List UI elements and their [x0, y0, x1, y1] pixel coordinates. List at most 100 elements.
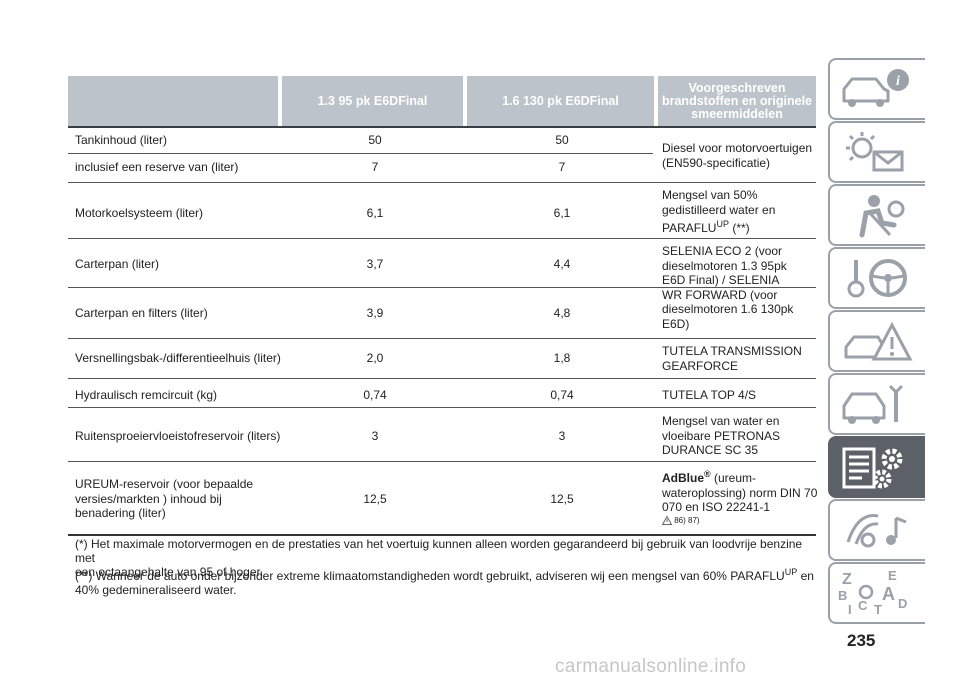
value-1-6-reserve: 7	[558, 160, 566, 174]
header-engine-1-6-label: 1.6 130 pk E6DFinal	[502, 93, 619, 108]
value-1-6-oil-filters: 4,8	[553, 306, 571, 320]
value-1-6-oil-pan: 4,4	[553, 257, 571, 271]
spec-line: Mengsel van water en	[662, 414, 780, 428]
spec-line: DURANCE SC 35	[662, 443, 759, 457]
row-label-urea-line: UREUM-reservoir (voor bepaalde	[75, 477, 254, 491]
footnote-line: (*) Het maximale motorvermogen en de pre…	[75, 537, 803, 565]
sidebar-tab-index[interactable]: Z E B A I C T D	[828, 562, 925, 624]
spec-line: E6D)	[662, 316, 690, 331]
adblue-refs: 86) 87)	[674, 515, 700, 525]
adblue-reg: ®	[704, 469, 711, 479]
spec-line: gedistilleerd water en	[662, 202, 776, 217]
sidebar-tab-maintenance[interactable]	[828, 373, 925, 435]
spec-washer: Mengsel van water en vloeibare PETRONAS …	[662, 414, 817, 458]
index-letter: D	[898, 596, 907, 611]
footnote-2-start: (**) Wanneer de auto onder bijzonder ext…	[75, 569, 785, 583]
row-divider	[68, 153, 653, 154]
row-label-cooling: Motorkoelsysteem (liter)	[75, 206, 204, 220]
header-lubricants: Voorgeschreven brandstoffen en originele…	[658, 76, 816, 126]
warning-hand-icon	[661, 515, 673, 525]
spec-list-gear-icon	[842, 447, 903, 489]
row-label-brake: Hydraulisch remcircuit (kg)	[75, 388, 218, 402]
row-divider	[68, 338, 816, 339]
row-divider	[68, 461, 816, 462]
row-label-oil-filters: Carterpan en filters (liter)	[75, 306, 208, 320]
value-1-3-reserve: 7	[371, 160, 379, 174]
row-label-washer: Ruitensproeiervloeistofreservoir (liters…	[75, 429, 281, 443]
spec-coolant: Mengsel van 50% gedistilleerd water en P…	[662, 188, 817, 236]
spec-line: AdBlue® (ureum-	[662, 467, 820, 486]
row-label-urea: UREUM-reservoir (voor bepaalde versies/m…	[75, 477, 253, 521]
spec-note: (**)	[732, 221, 750, 235]
row-divider	[68, 287, 816, 288]
spec-line: Diesel voor motorvoertuigen	[662, 141, 813, 155]
adblue-name: AdBlue	[662, 471, 704, 485]
sidebar-tab-dashboard[interactable]	[828, 121, 925, 183]
watermark: carmanualsonline.info	[555, 656, 747, 677]
adblue-after: (ureum-	[713, 471, 756, 485]
spec-oil: SELENIA ECO 2 (voor dieselmotoren 1.3 95…	[662, 244, 817, 331]
header-lubricants-line: brandstoffen en originele	[661, 93, 812, 108]
car-wrench-icon	[842, 384, 904, 424]
footnote-2-end: en	[797, 569, 814, 583]
spec-line: E6D Final) / SELENIA	[662, 273, 780, 287]
key-steering-wheel-icon	[847, 259, 907, 298]
dashboard-lights-icon	[846, 132, 904, 172]
spec-line: wateroplossing) norm DIN 70	[662, 485, 818, 500]
footnote-1: (*) Het maximale motorvermogen en de pre…	[75, 537, 820, 579]
header-rule	[68, 126, 816, 128]
value-1-6-urea: 12,5	[550, 492, 574, 506]
row-divider	[68, 378, 816, 379]
row-label-gearbox: Versnellingsbak-/differentieelhuis (lite…	[75, 351, 281, 365]
sidebar-tab-technical-data[interactable]	[828, 436, 925, 498]
footnote-line: een octaangehalte van 95 of hoger.	[75, 565, 264, 579]
index-letter: I	[848, 602, 852, 617]
footnote-2-sup: UP	[784, 567, 798, 577]
row-label-urea-line: versies/markten ) inhoud bij	[75, 491, 222, 506]
spec-gearbox: TUTELA TRANSMISSION GEARFORCE	[662, 344, 817, 373]
spec-line: dieselmotoren 1.3 95pk	[662, 258, 787, 273]
value-1-3-urea: 12,5	[363, 492, 387, 506]
index-letter: E	[888, 568, 897, 583]
value-1-6-washer: 3	[558, 429, 566, 443]
value-1-6-tank: 50	[555, 133, 569, 147]
value-1-3-cooling: 6,1	[366, 206, 384, 220]
index-letter: Z	[842, 571, 852, 588]
footnote-2: (**) Wanneer de auto onder bijzonder ext…	[75, 565, 820, 597]
value-1-3-oil-pan: 3,7	[366, 257, 384, 271]
spec-diesel: Diesel voor motorvoertuigen (EN590-speci…	[662, 141, 817, 170]
row-label-tank: Tankinhoud (liter)	[75, 133, 168, 147]
sidebar-tab-emergency[interactable]	[828, 310, 925, 372]
index-letters-icon: Z E B A I C T D	[838, 568, 907, 617]
page-number: 235	[847, 631, 876, 650]
header-blank	[68, 76, 278, 126]
row-label-urea-line: benadering (liter)	[75, 506, 166, 520]
sidebar-tab-safety[interactable]	[828, 184, 925, 246]
spec-line: Mengsel van 50%	[662, 188, 758, 202]
value-1-3-brake: 0,74	[363, 388, 387, 402]
value-1-3-gearbox: 2,0	[366, 351, 384, 365]
sidebar-tab-starting-driving[interactable]	[828, 247, 925, 309]
multimedia-icon	[846, 514, 907, 548]
header-lubricants-line: Voorgeschreven	[688, 80, 786, 95]
spec-line: SELENIA ECO 2 (voor	[662, 244, 783, 258]
sidebar-tab-multimedia[interactable]	[828, 499, 925, 561]
value-1-3-tank: 50	[368, 133, 382, 147]
index-letter: A	[882, 584, 895, 604]
seat-airbag-icon	[859, 195, 905, 238]
spec-brand-sup: UP	[716, 219, 729, 229]
row-divider	[68, 182, 816, 183]
sidebar-tab-knowing-vehicle[interactable]: i	[828, 58, 925, 120]
index-letter: C	[858, 598, 868, 613]
spec-line: WR FORWARD (voor	[662, 287, 778, 302]
spec-brake: TUTELA TOP 4/S	[662, 388, 757, 402]
value-1-6-gearbox: 1,8	[553, 351, 571, 365]
footnote-line: 40% gedemineraliseerd water.	[75, 583, 237, 597]
spec-line: PARAFLUUP (**)	[662, 217, 817, 236]
index-letter: T	[874, 602, 882, 617]
row-divider	[68, 407, 816, 408]
header-lubricants-line: smeermiddelen	[691, 106, 783, 121]
spec-line: GEARFORCE	[662, 358, 739, 373]
value-1-3-washer: 3	[371, 429, 379, 443]
spec-line: dieselmotoren 1.6 130pk	[662, 302, 794, 316]
